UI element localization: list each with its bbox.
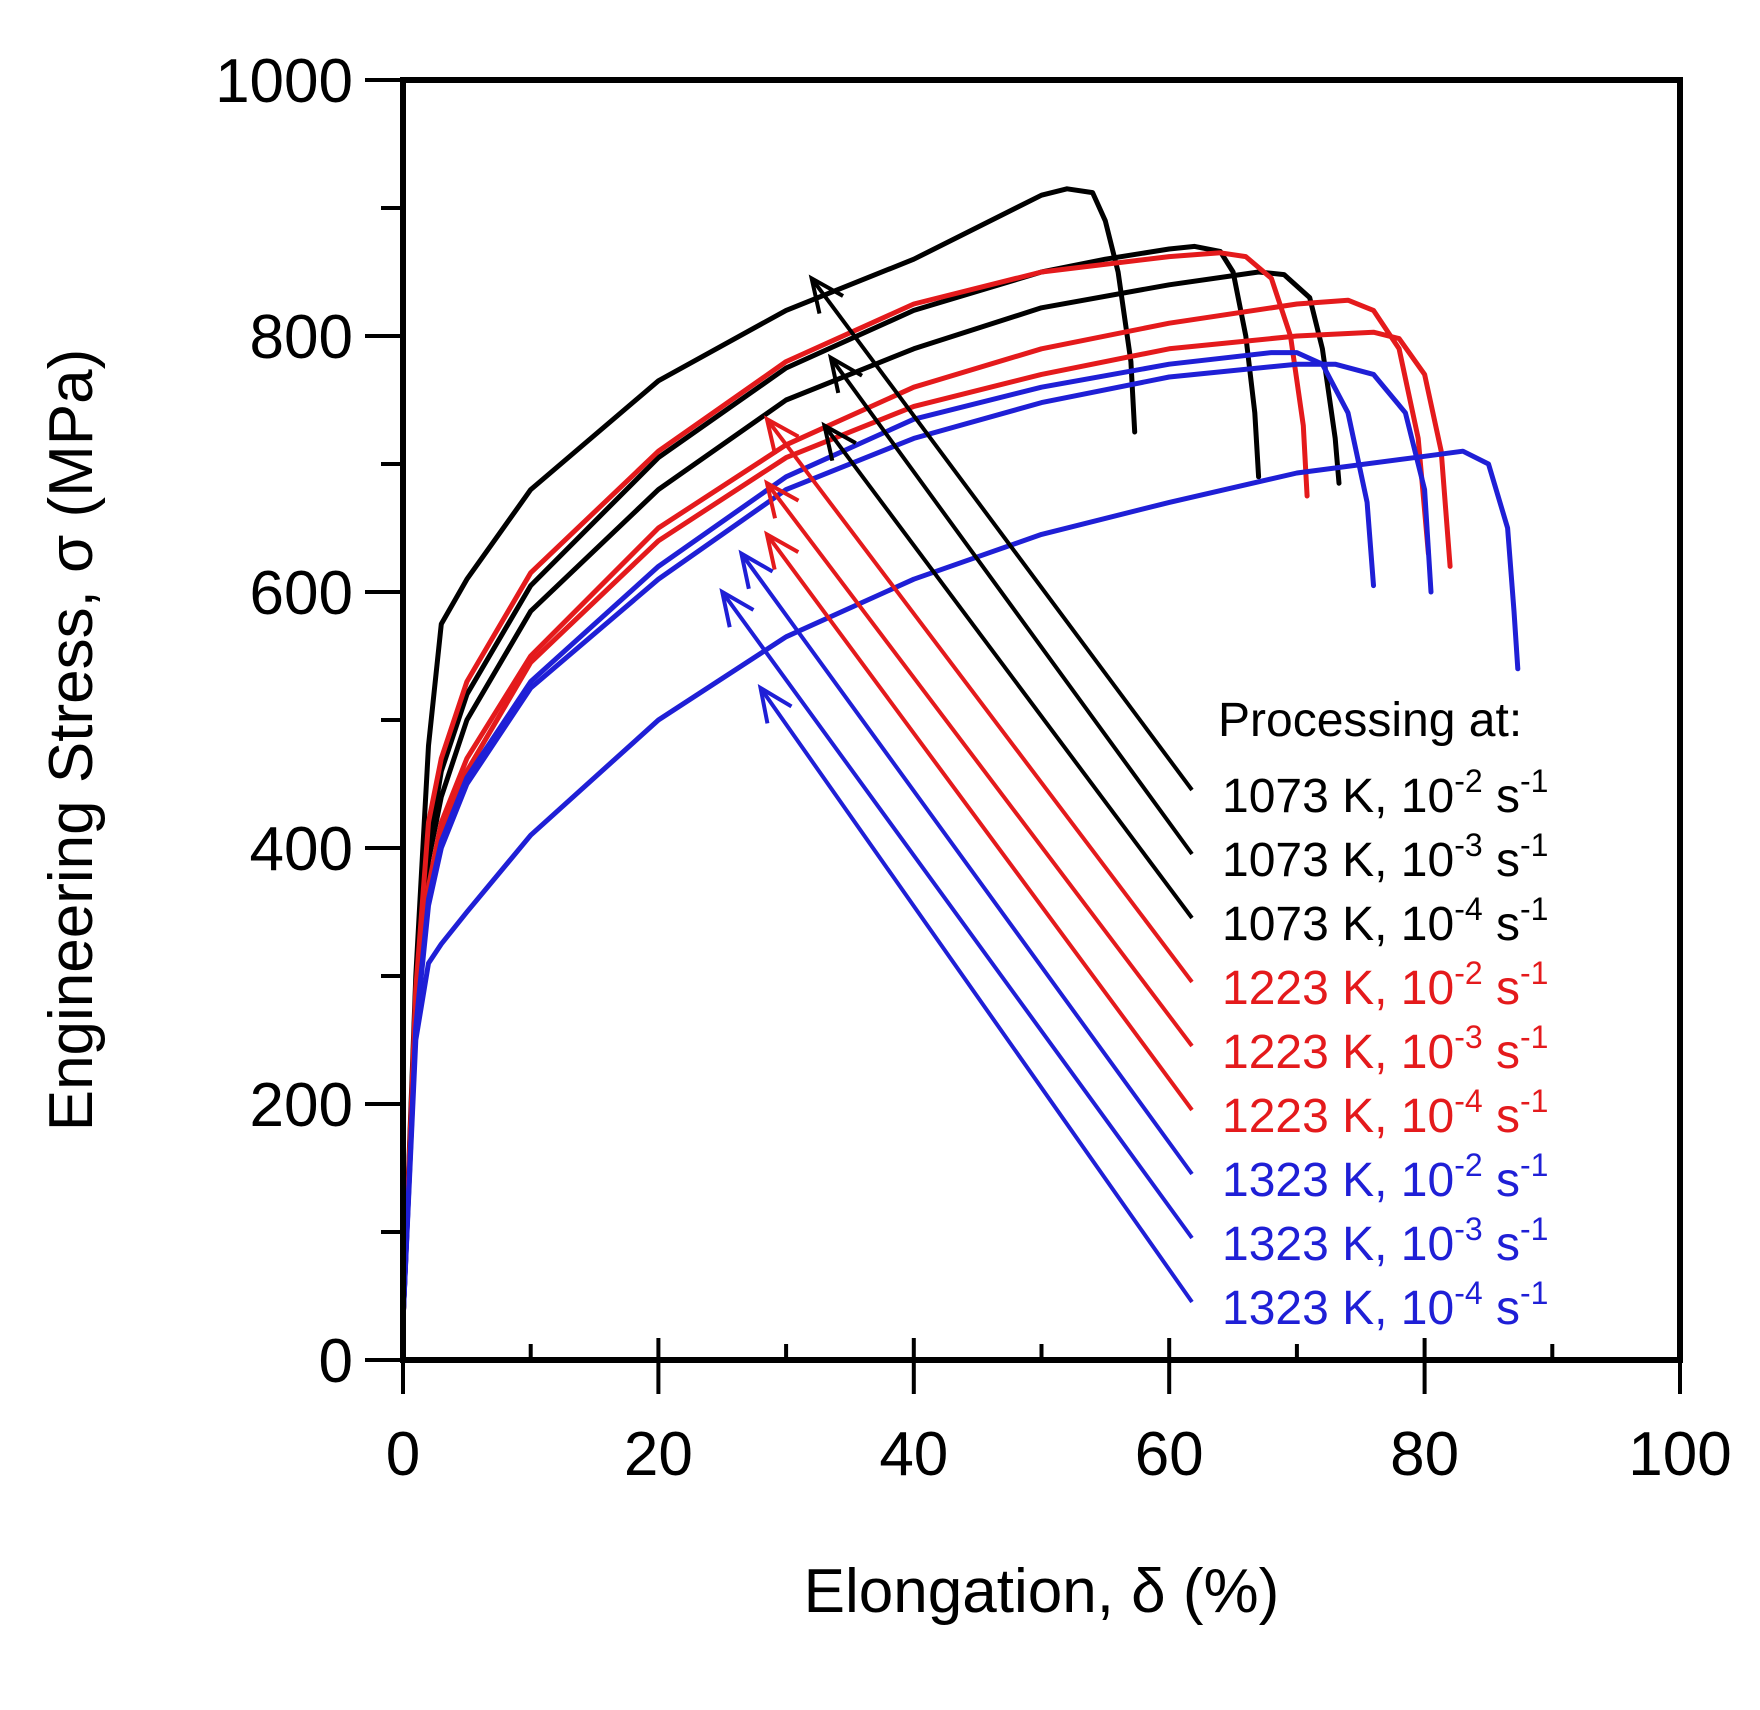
arrowhead-6 xyxy=(764,530,800,570)
axis-tick-labels: 0 200 400 600 800 1000 0 20 40 60 80 100 xyxy=(215,47,1732,1489)
axis-ticks xyxy=(365,78,1682,1394)
leader-arrow-6 xyxy=(765,533,1194,1112)
legend-entry-8: 1323 K, 10-3 s-1 xyxy=(1222,1211,1548,1271)
x-tick-label: 60 xyxy=(1135,1420,1204,1489)
series-line-8 xyxy=(400,361,1434,1325)
x-tick-label: 20 xyxy=(624,1420,693,1489)
y-tick-label: 800 xyxy=(250,303,353,372)
arrowhead-9 xyxy=(757,683,793,724)
y-tick-label: 200 xyxy=(250,1071,353,1140)
arrowhead-4 xyxy=(763,415,800,455)
legend-entry-3: 1073 K, 10-4 s-1 xyxy=(1222,891,1548,951)
arrowhead-3 xyxy=(821,421,857,462)
arrowhead-7 xyxy=(738,549,774,590)
series-line-4 xyxy=(400,250,1310,1325)
leader-arrow-4 xyxy=(765,417,1194,984)
arrowhead-1 xyxy=(808,274,845,314)
legend-entry-7: 1323 K, 10-2 s-1 xyxy=(1222,1147,1548,1207)
legend-entry-6: 1223 K, 10-4 s-1 xyxy=(1222,1083,1548,1143)
y-axis-title: Engineering Stress, σ (MPa) xyxy=(37,349,106,1132)
x-axis-title: Elongation, δ (%) xyxy=(804,1557,1280,1626)
arrowhead-2 xyxy=(827,353,864,394)
legend-title: Processing at: xyxy=(1218,694,1522,747)
arrowhead-8 xyxy=(719,588,755,628)
curves-layer xyxy=(400,186,1521,1325)
leader-arrow-5 xyxy=(765,481,1194,1048)
legend-entry-2: 1073 K, 10-3 s-1 xyxy=(1222,827,1548,887)
series-line-2 xyxy=(400,243,1262,1325)
legend-entry-1: 1073 K, 10-2 s-1 xyxy=(1222,763,1548,823)
series-line-1 xyxy=(400,186,1138,1325)
x-tick-label: 0 xyxy=(386,1420,420,1489)
leader-arrow-7 xyxy=(739,552,1194,1176)
leader-arrow-3 xyxy=(822,424,1194,920)
x-tick-label: 40 xyxy=(879,1420,948,1489)
arrows-layer xyxy=(719,274,1194,1304)
leader-arrow-1 xyxy=(810,277,1194,792)
legend-entry-5: 1223 K, 10-3 s-1 xyxy=(1222,1019,1548,1079)
y-tick-label: 600 xyxy=(250,559,353,628)
leader-arrow-9 xyxy=(758,686,1194,1304)
series-line-3 xyxy=(400,269,1342,1325)
y-tick-label: 400 xyxy=(250,815,353,884)
legend-entry-4: 1223 K, 10-2 s-1 xyxy=(1222,955,1548,1015)
leader-arrow-2 xyxy=(829,356,1194,856)
series-line-5 xyxy=(400,297,1431,1325)
y-tick-label: 1000 xyxy=(215,47,353,116)
x-tick-label: 100 xyxy=(1628,1420,1731,1489)
arrowhead-5 xyxy=(763,479,800,519)
y-tick-label: 0 xyxy=(319,1327,353,1396)
leader-arrow-8 xyxy=(720,590,1194,1240)
x-tick-label: 80 xyxy=(1390,1420,1459,1489)
legend-entry-9: 1323 K, 10-4 s-1 xyxy=(1222,1275,1548,1335)
